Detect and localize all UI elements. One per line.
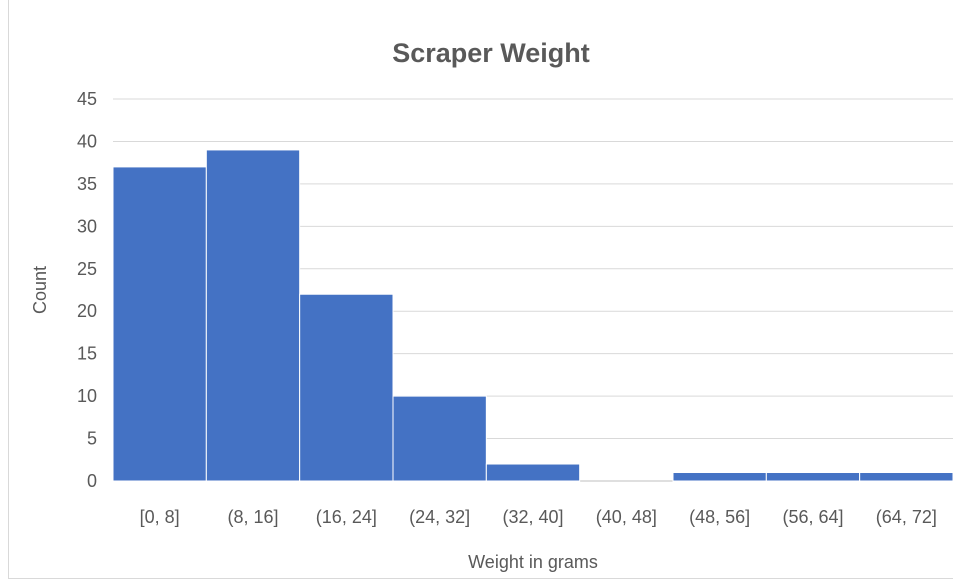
x-tick-label: (40, 48] — [596, 507, 657, 527]
y-tick-label: 35 — [77, 174, 97, 194]
x-tick-label: (56, 64] — [782, 507, 843, 527]
x-tick-label: (32, 40] — [502, 507, 563, 527]
bar — [485, 463, 581, 482]
x-tick-label: (16, 24] — [316, 507, 377, 527]
y-tick-label: 15 — [77, 344, 97, 364]
bar — [859, 472, 954, 482]
bar — [765, 472, 861, 482]
bar — [672, 472, 767, 482]
bar — [392, 395, 487, 482]
bar — [299, 293, 394, 482]
y-tick-label: 30 — [77, 216, 97, 236]
chart-frame: Scraper Weight 0 5 10 15 20 25 30 35 40 45 [0, 8]… — [8, 0, 954, 579]
x-tick-label: [0, 8] — [140, 507, 180, 527]
bar — [112, 166, 207, 482]
x-axis-ticks: [0, 8] (8, 16] (16, 24] (24, 32] (32, 40] (40… — [140, 507, 937, 527]
chart-title: Scraper Weight — [392, 38, 590, 68]
y-tick-label: 20 — [77, 301, 97, 321]
bars — [112, 149, 954, 482]
x-tick-label: (48, 56] — [689, 507, 750, 527]
y-tick-label: 45 — [77, 89, 97, 109]
y-axis-label: Count — [30, 266, 50, 314]
x-axis-label: Weight in grams — [468, 552, 598, 572]
bar — [205, 149, 301, 482]
x-tick-label: (8, 16] — [227, 507, 278, 527]
y-tick-label: 5 — [87, 429, 97, 449]
y-axis-ticks: 0 5 10 15 20 25 30 35 40 45 — [77, 89, 97, 491]
x-tick-label: (24, 32] — [409, 507, 470, 527]
y-tick-label: 10 — [77, 386, 97, 406]
x-tick-label: (64, 72] — [876, 507, 937, 527]
histogram-chart: Scraper Weight 0 5 10 15 20 25 30 35 40 45 [0, 8]… — [30, 38, 954, 572]
y-tick-label: 40 — [77, 131, 97, 151]
y-tick-label: 25 — [77, 259, 97, 279]
y-tick-label: 0 — [87, 471, 97, 491]
